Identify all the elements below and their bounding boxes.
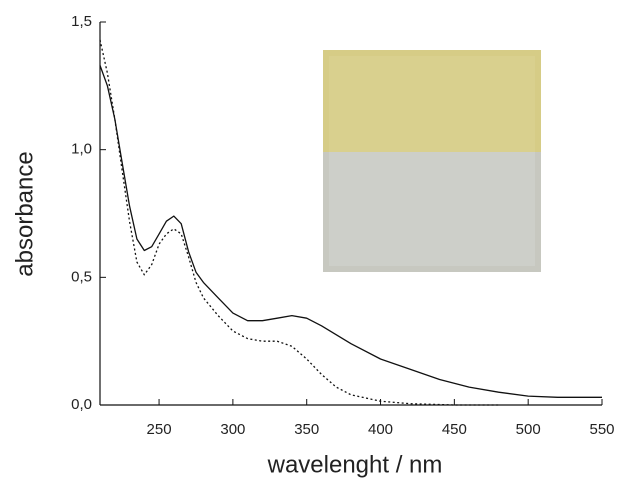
x-tick-label: 400 [368, 421, 393, 438]
x-tick-label: 500 [516, 421, 541, 438]
x-tick-label: 300 [220, 421, 245, 438]
x-axis-title: wavelenght / nm [267, 451, 443, 478]
x-tick-label: 350 [294, 421, 319, 438]
y-tick-label: 1,0 [71, 141, 92, 158]
y-tick-label: 0,0 [71, 396, 92, 413]
spectrum-line [99, 39, 499, 406]
x-tick-label: 450 [442, 421, 467, 438]
spectrum-line [99, 65, 602, 398]
inset-photo [323, 50, 541, 272]
x-tick-label: 250 [147, 421, 172, 438]
y-tick-label: 0,5 [71, 268, 92, 285]
photo-uncoated-inner [329, 152, 535, 266]
photo-coated-inner [329, 56, 535, 152]
y-axis-title: absorbance [11, 151, 38, 276]
y-tick-label: 1,5 [71, 13, 92, 30]
x-tick-label: 550 [589, 421, 614, 438]
